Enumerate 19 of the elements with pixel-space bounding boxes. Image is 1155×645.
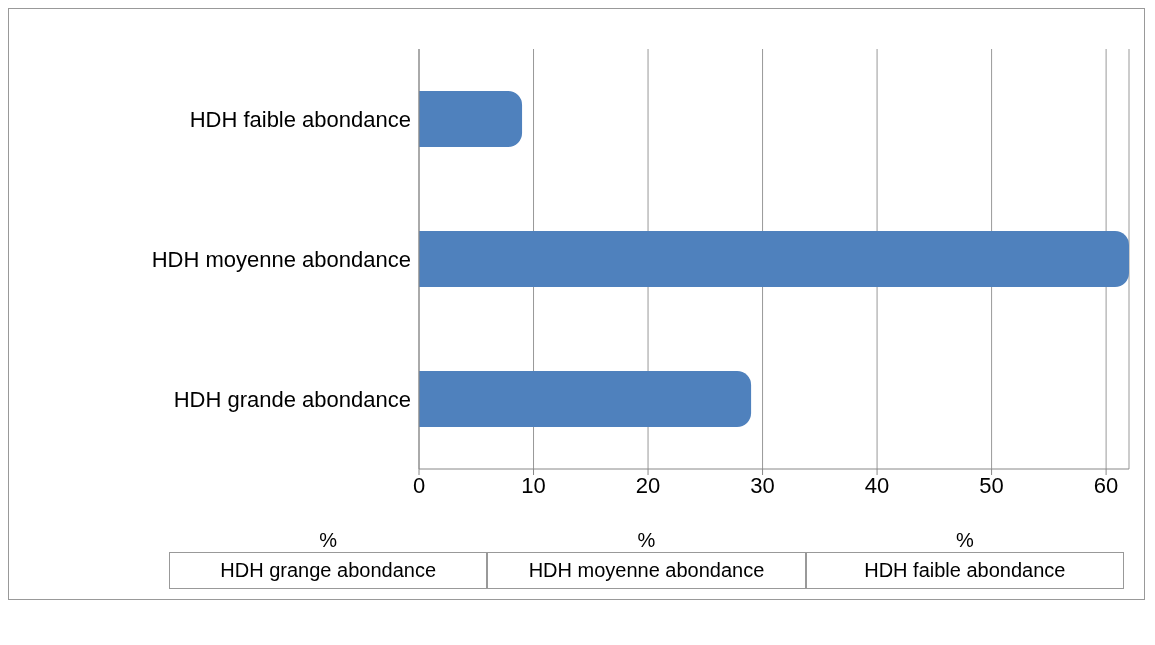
y-tick-label: HDH moyenne abondance [151,246,411,272]
x-tick-label: 0 [412,472,426,498]
bar [419,91,523,147]
y-tick-label: HDH grande abondance [173,386,411,412]
x-tick-label: 60 [1093,472,1119,498]
text: HDH grange abondance [169,552,488,589]
x-tick-label: 10 [521,472,546,498]
x-tick-label: 50 [979,472,1004,498]
text: % [954,529,975,552]
x-tick-label: 40 [864,472,890,498]
text: % [636,529,657,552]
bar [419,231,1129,287]
y-tick-label: HDH faible abondance [189,106,411,132]
x-tick-label: 30 [750,472,775,498]
text: HDH faible abondance [805,552,1124,589]
bar [419,371,752,427]
text: % [318,529,339,552]
x-tick-label: 20 [635,472,661,498]
text: HDH moyenne abondance [487,552,806,589]
